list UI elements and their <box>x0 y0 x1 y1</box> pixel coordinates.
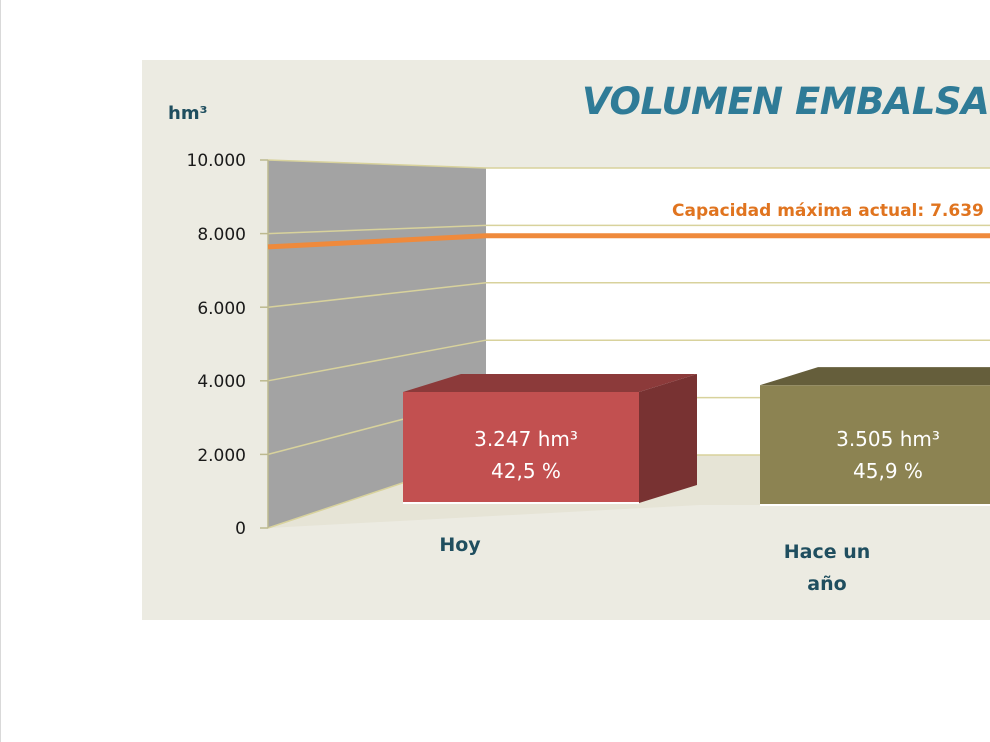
y-tick-label: 6.000 <box>197 299 246 319</box>
bar-top <box>403 374 697 392</box>
bar-value-label: 3.505 hm³ <box>836 427 940 451</box>
category-label: Hoy <box>439 534 481 556</box>
category-label: Hace un año <box>783 541 871 595</box>
capacity-line-label: Capacidad máxima actual: 7.639 <box>672 201 984 221</box>
gridline-side <box>267 224 487 235</box>
y-tick-label: 0 <box>235 519 246 539</box>
y-tick-label: 2.000 <box>197 446 246 466</box>
capacity-line <box>267 233 990 250</box>
bar-percent-label: 42,5 % <box>491 459 561 483</box>
y-axis-unit: hm³ <box>168 103 208 124</box>
gridline-side <box>267 282 487 308</box>
bar-percent-label: 45,9 % <box>853 459 923 483</box>
gridline-side <box>267 159 487 169</box>
y-tick-label: 8.000 <box>197 225 246 245</box>
bar-value-label: 3.247 hm³ <box>474 427 578 451</box>
bar-top <box>760 367 990 386</box>
chart-title: VOLUMEN EMBALSA <box>582 80 990 123</box>
bar-front <box>760 385 990 505</box>
bar-front <box>403 392 639 503</box>
y-tick-label: 10.000 <box>186 151 246 171</box>
y-tick-label: 4.000 <box>197 372 246 392</box>
bar-side <box>639 374 697 503</box>
frame-border <box>0 0 1 742</box>
gridline-side <box>267 339 487 382</box>
